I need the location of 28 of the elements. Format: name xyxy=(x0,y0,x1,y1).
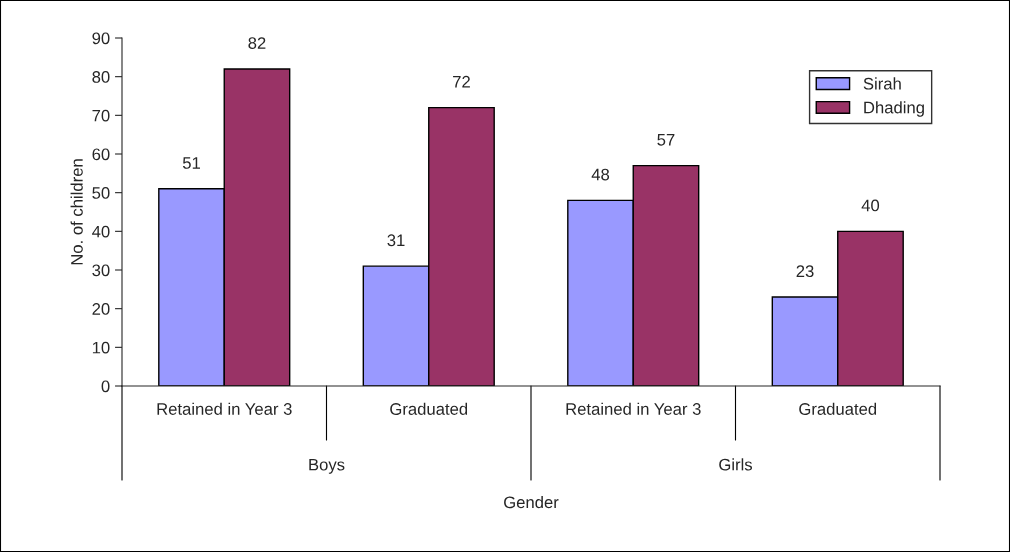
x-tick-label: Graduated xyxy=(799,402,877,415)
x-tick-label: Graduated xyxy=(390,402,468,415)
y-tick-label: 50 xyxy=(92,187,110,199)
y-axis-title: No. of children xyxy=(70,159,83,265)
data-label: 40 xyxy=(861,199,880,212)
data-label: 51 xyxy=(182,157,200,169)
x-axis-title: Gender xyxy=(504,495,559,509)
y-tick-label: 30 xyxy=(92,264,110,277)
data-label: 23 xyxy=(796,265,814,278)
y-tick-label: 10 xyxy=(92,341,110,354)
data-label: 72 xyxy=(453,75,470,88)
y-tick-label: 70 xyxy=(92,109,110,122)
y-tick-label: 40 xyxy=(92,225,110,238)
legend-label: Dhading xyxy=(864,101,924,117)
data-label: 57 xyxy=(657,134,675,146)
legend-label: Sirah xyxy=(863,77,901,90)
y-tick-label: 80 xyxy=(92,71,110,83)
y-tick-label: 90 xyxy=(92,32,110,45)
data-label: 82 xyxy=(248,37,266,49)
y-tick-label: 0 xyxy=(101,380,110,393)
x-tick-label: Retained in Year 3 xyxy=(157,402,292,415)
x-tick-label: Retained in Year 3 xyxy=(566,402,701,415)
text: Boys xyxy=(309,458,345,474)
y-tick-label: 20 xyxy=(92,303,110,315)
y-tick-label: 60 xyxy=(92,148,110,161)
text: Girls xyxy=(719,458,753,471)
data-label: 48 xyxy=(591,168,610,181)
data-label: 31 xyxy=(387,234,405,247)
